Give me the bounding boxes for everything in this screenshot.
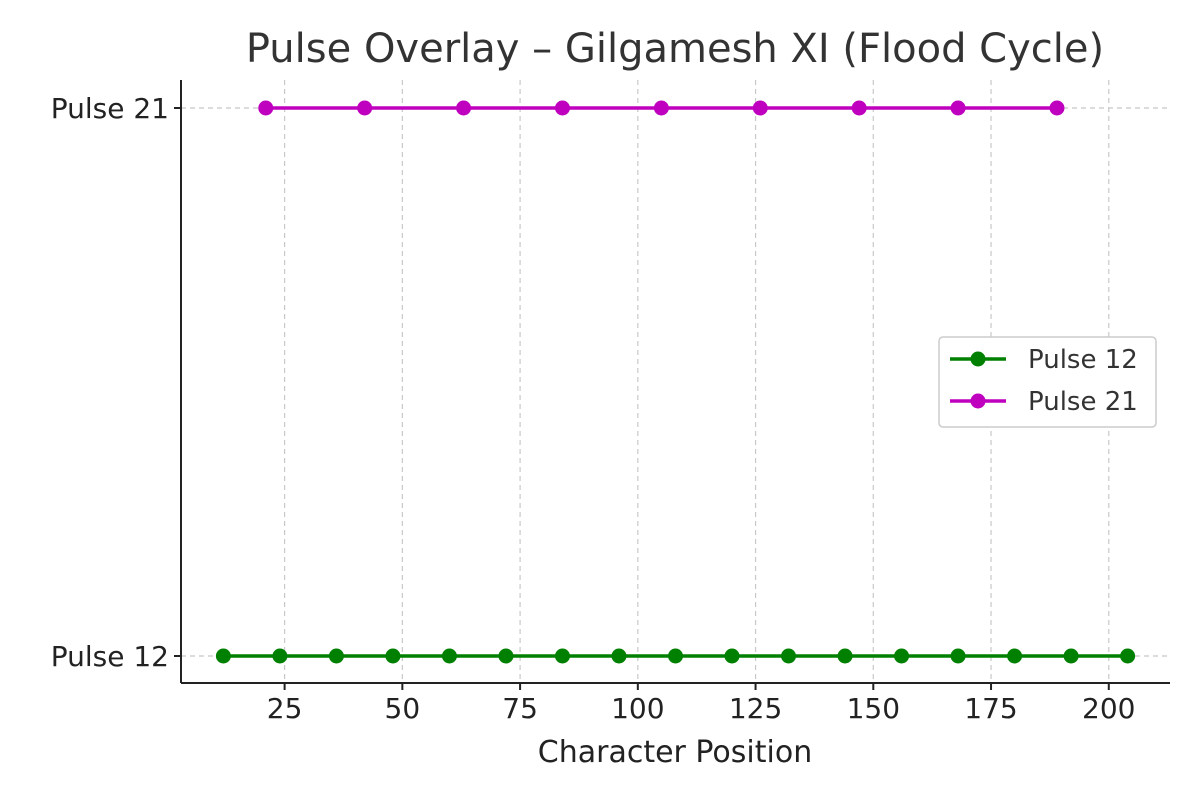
x-tick-label: 200 xyxy=(1082,692,1135,725)
data-point xyxy=(1049,100,1065,116)
data-point xyxy=(781,648,797,664)
x-tick-label: 50 xyxy=(385,692,421,725)
data-point xyxy=(258,100,274,116)
data-point xyxy=(554,648,570,664)
legend-label: Pulse 21 xyxy=(1028,387,1138,417)
x-tick-label: 175 xyxy=(964,692,1017,725)
data-point xyxy=(851,100,867,116)
data-point xyxy=(554,100,570,116)
y-tick-label: Pulse 12 xyxy=(51,640,169,673)
data-point xyxy=(1007,648,1023,664)
data-point xyxy=(215,648,231,664)
x-tick-label: 125 xyxy=(729,692,782,725)
data-point xyxy=(950,100,966,116)
x-axis-label: Character Position xyxy=(538,735,812,770)
series xyxy=(215,100,1136,664)
x-tick-label: 25 xyxy=(267,692,303,725)
data-point xyxy=(1063,648,1079,664)
legend-swatch-marker xyxy=(970,351,986,367)
tick-labels: 25 50 75 100 125 150 175 200 Pulse 12 Pulse 21 xyxy=(51,92,1136,725)
data-point xyxy=(668,648,683,664)
data-point xyxy=(385,648,401,664)
data-point xyxy=(441,648,457,664)
legend-label: Pulse 12 xyxy=(1028,345,1138,375)
x-tick-label: 100 xyxy=(611,692,664,725)
legend: Pulse 12 Pulse 21 xyxy=(938,336,1157,428)
data-point xyxy=(894,648,910,664)
data-point xyxy=(611,648,627,664)
x-tick-label: 150 xyxy=(847,692,900,725)
x-tick-label: 75 xyxy=(502,692,538,725)
data-point xyxy=(328,648,344,664)
legend-swatch-marker xyxy=(970,393,986,409)
chart-title: Pulse Overlay – Gilgamesh XI (Flood Cycl… xyxy=(246,26,1104,72)
data-point xyxy=(498,648,514,664)
data-point xyxy=(752,100,768,116)
data-point xyxy=(456,100,472,116)
axes xyxy=(180,80,1170,684)
data-point xyxy=(653,100,669,116)
data-point xyxy=(272,648,288,664)
data-point xyxy=(1120,648,1136,664)
y-tick-label: Pulse 21 xyxy=(51,92,169,125)
data-point xyxy=(950,648,966,664)
data-point xyxy=(357,100,373,116)
data-point xyxy=(837,648,853,664)
data-point xyxy=(724,648,740,664)
